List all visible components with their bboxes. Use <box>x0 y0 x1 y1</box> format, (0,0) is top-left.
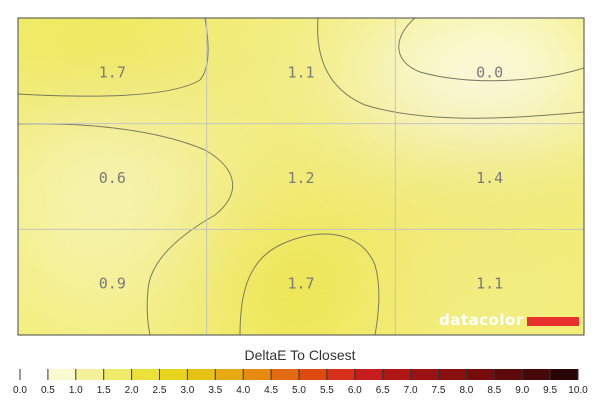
heatmap-cell-fill <box>372 111 584 242</box>
legend-tick-label: 6.5 <box>376 385 390 396</box>
cell-value-label: 1.1 <box>287 63 314 81</box>
legend-tick-label: 2.5 <box>153 385 167 396</box>
grid <box>18 18 584 335</box>
legend-swatch <box>550 369 579 380</box>
legend-tick-label: 4.0 <box>236 385 250 396</box>
legend-swatch <box>131 369 160 380</box>
legend-tick-label: 10.0 <box>568 385 588 396</box>
legend-swatch <box>243 369 272 380</box>
legend-swatch <box>271 369 300 380</box>
legend-tick-label: 2.0 <box>125 385 139 396</box>
heatmap-cell-fill <box>184 18 418 137</box>
heatmap-cell-fill <box>184 216 418 335</box>
heatmap-cell-fill <box>18 18 230 137</box>
heatmap-cell-fill <box>372 18 584 137</box>
legend-tick-label: 0.0 <box>13 385 27 396</box>
legend-tick-label: 9.0 <box>515 385 529 396</box>
legend-swatch <box>438 369 467 380</box>
legend-tick-label: 1.5 <box>97 385 111 396</box>
cell-value-label: 1.1 <box>476 275 503 293</box>
brand-bar <box>526 316 579 326</box>
legend-swatch <box>103 369 133 380</box>
legend-swatch <box>299 369 328 380</box>
heatmap-surface <box>18 18 584 335</box>
legend-swatch <box>20 369 49 380</box>
legend-swatch <box>410 369 439 380</box>
cell-value-label: 1.7 <box>287 275 314 293</box>
cell-value-label: 0.9 <box>99 275 126 293</box>
legend-swatch <box>494 369 523 380</box>
color-scale-legend: 0.0 0.5 1.0 1.5 2.0 2.5 3.0 3.5 4.0 4.5 5.0 5.5 6.0 6… <box>13 369 588 396</box>
heatmap-cell-fill <box>18 111 230 242</box>
heatmap-cell-fill <box>184 110 418 243</box>
legend-tick-label: 5.0 <box>292 385 306 396</box>
legend-tick-label: 0.5 <box>41 385 55 396</box>
legend-tick-label: 4.5 <box>264 385 278 396</box>
brand-text: datacolor <box>439 311 524 329</box>
heatmap-cell-fill <box>18 216 230 335</box>
legend-tick-label: 8.5 <box>487 385 501 396</box>
legend-swatch <box>326 369 356 380</box>
cell-value-label: 1.2 <box>287 169 314 187</box>
cell-value-label: 1.4 <box>476 169 503 187</box>
heatmap-chart: 1.7 1.1 0.0 0.6 1.2 1.4 0.9 1.7 1.1 <box>17 17 585 336</box>
legend-tick-label: 3.0 <box>180 385 194 396</box>
datacolor-logo: datacolor <box>439 311 579 329</box>
legend-tick-label: 6.0 <box>348 385 362 396</box>
contour-lines <box>18 18 584 335</box>
contour-line <box>317 18 584 119</box>
contour-line <box>18 18 209 97</box>
legend-tick-label: 7.5 <box>432 385 446 396</box>
legend-tick-label: 5.5 <box>320 385 334 396</box>
cell-value-label: 0.6 <box>99 169 126 187</box>
legend-tick-label: 8.0 <box>459 385 473 396</box>
legend-swatch <box>187 369 216 380</box>
contour-line <box>398 18 584 82</box>
plot-border <box>17 17 585 336</box>
cell-value-label: 1.7 <box>99 63 126 81</box>
contour-line <box>239 233 380 335</box>
heatmap-cell-fill <box>372 216 584 335</box>
legend-swatch <box>522 369 551 380</box>
legend-swatch <box>466 369 495 380</box>
legend-swatch <box>382 369 412 380</box>
legend-swatch <box>354 369 384 380</box>
legend-swatch <box>47 369 77 380</box>
contour-line <box>18 123 233 335</box>
legend-tick-label: 7.0 <box>404 385 418 396</box>
legend-swatch <box>215 369 244 380</box>
legend-tick-label: 1.0 <box>69 385 83 396</box>
legend-swatch <box>159 369 188 380</box>
legend-swatch <box>75 369 105 380</box>
cell-value-label: 0.0 <box>476 63 503 81</box>
legend-tick-label: 9.5 <box>543 385 557 396</box>
legend-tick-label: 3.5 <box>208 385 222 396</box>
legend-title: DeltaE To Closest <box>244 347 356 363</box>
